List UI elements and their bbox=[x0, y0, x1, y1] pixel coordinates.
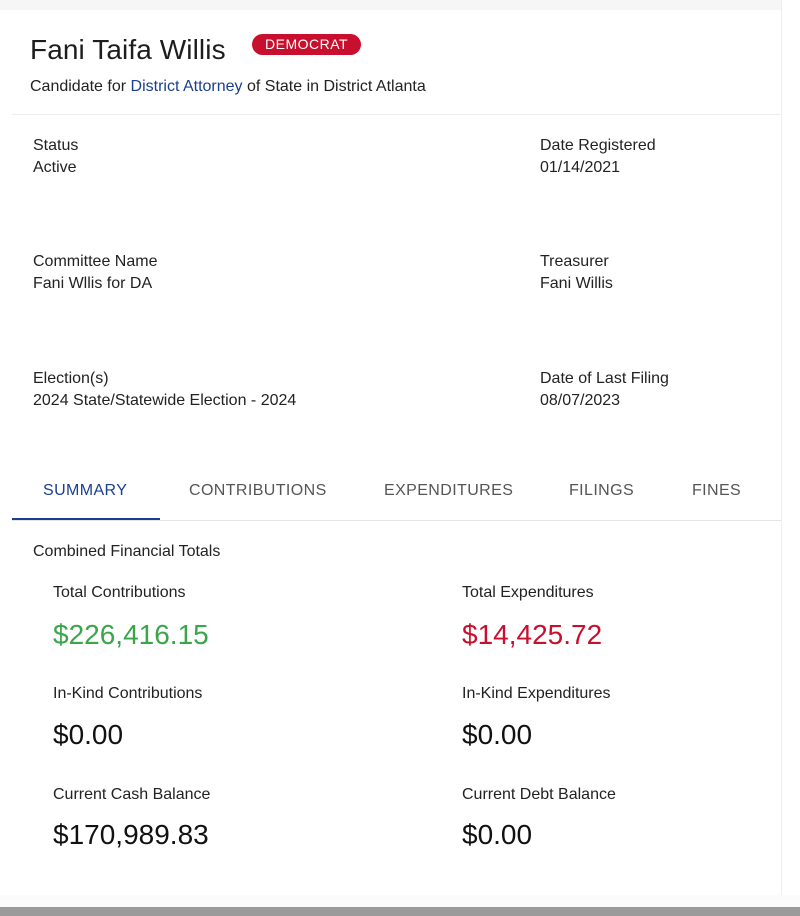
treasurer-value: Fani Willis bbox=[540, 275, 613, 292]
tab-expenditures[interactable]: EXPENDITURES bbox=[384, 482, 514, 499]
bottom-margin bbox=[0, 895, 800, 907]
inkind-contributions-label: In-Kind Contributions bbox=[53, 685, 203, 702]
subtitle-prefix: Candidate for bbox=[30, 78, 131, 95]
financial-totals-heading: Combined Financial Totals bbox=[33, 543, 221, 560]
elections-label: Election(s) bbox=[33, 370, 109, 387]
status-value: Active bbox=[33, 159, 77, 176]
cash-balance-value: $170,989.83 bbox=[53, 819, 209, 850]
inkind-expenditures-label: In-Kind Expenditures bbox=[462, 685, 611, 702]
candidate-subtitle: Candidate for District Attorney of State… bbox=[30, 78, 426, 96]
total-contributions-value: $226,416.15 bbox=[53, 619, 209, 650]
candidate-name: Fani Taifa Willis bbox=[30, 34, 226, 65]
date-registered-value: 01/14/2021 bbox=[540, 159, 621, 176]
tab-summary[interactable]: SUMMARY bbox=[43, 482, 128, 499]
right-edge-margin bbox=[781, 0, 800, 916]
total-expenditures-label: Total Expenditures bbox=[462, 584, 594, 601]
tab-contributions[interactable]: CONTRIBUTIONS bbox=[189, 482, 327, 499]
top-strip bbox=[0, 0, 800, 10]
bottom-bar bbox=[0, 907, 800, 916]
committee-name-value: Fani Wllis for DA bbox=[33, 275, 153, 292]
elections-value: 2024 State/Statewide Election - 2024 bbox=[33, 392, 297, 409]
inkind-expenditures-value: $0.00 bbox=[462, 719, 533, 750]
last-filing-value: 08/07/2023 bbox=[540, 392, 621, 409]
inkind-contributions-value: $0.00 bbox=[53, 719, 124, 750]
total-contributions-label: Total Contributions bbox=[53, 584, 186, 601]
subtitle-suffix: of State in District Atlanta bbox=[242, 78, 426, 95]
date-registered-label: Date Registered bbox=[540, 137, 656, 154]
active-tab-indicator bbox=[12, 518, 160, 520]
tab-bar: SUMMARY CONTRIBUTIONS EXPENDITURES FILIN… bbox=[12, 466, 782, 521]
debt-balance-value: $0.00 bbox=[462, 819, 533, 850]
tab-filings[interactable]: FILINGS bbox=[569, 482, 635, 499]
candidate-header: Fani Taifa Willis DEMOCRAT Candidate for… bbox=[12, 12, 780, 114]
header-divider bbox=[12, 114, 780, 115]
total-expenditures-value: $14,425.72 bbox=[462, 619, 603, 650]
office-link[interactable]: District Attorney bbox=[130, 78, 243, 95]
tab-fines[interactable]: FINES bbox=[692, 482, 742, 499]
last-filing-label: Date of Last Filing bbox=[540, 370, 669, 387]
committee-name-label: Committee Name bbox=[33, 253, 158, 270]
treasurer-label: Treasurer bbox=[540, 253, 609, 270]
cash-balance-label: Current Cash Balance bbox=[53, 786, 211, 803]
debt-balance-label: Current Debt Balance bbox=[462, 786, 616, 803]
status-label: Status bbox=[33, 137, 79, 154]
party-badge: DEMOCRAT bbox=[252, 34, 362, 55]
